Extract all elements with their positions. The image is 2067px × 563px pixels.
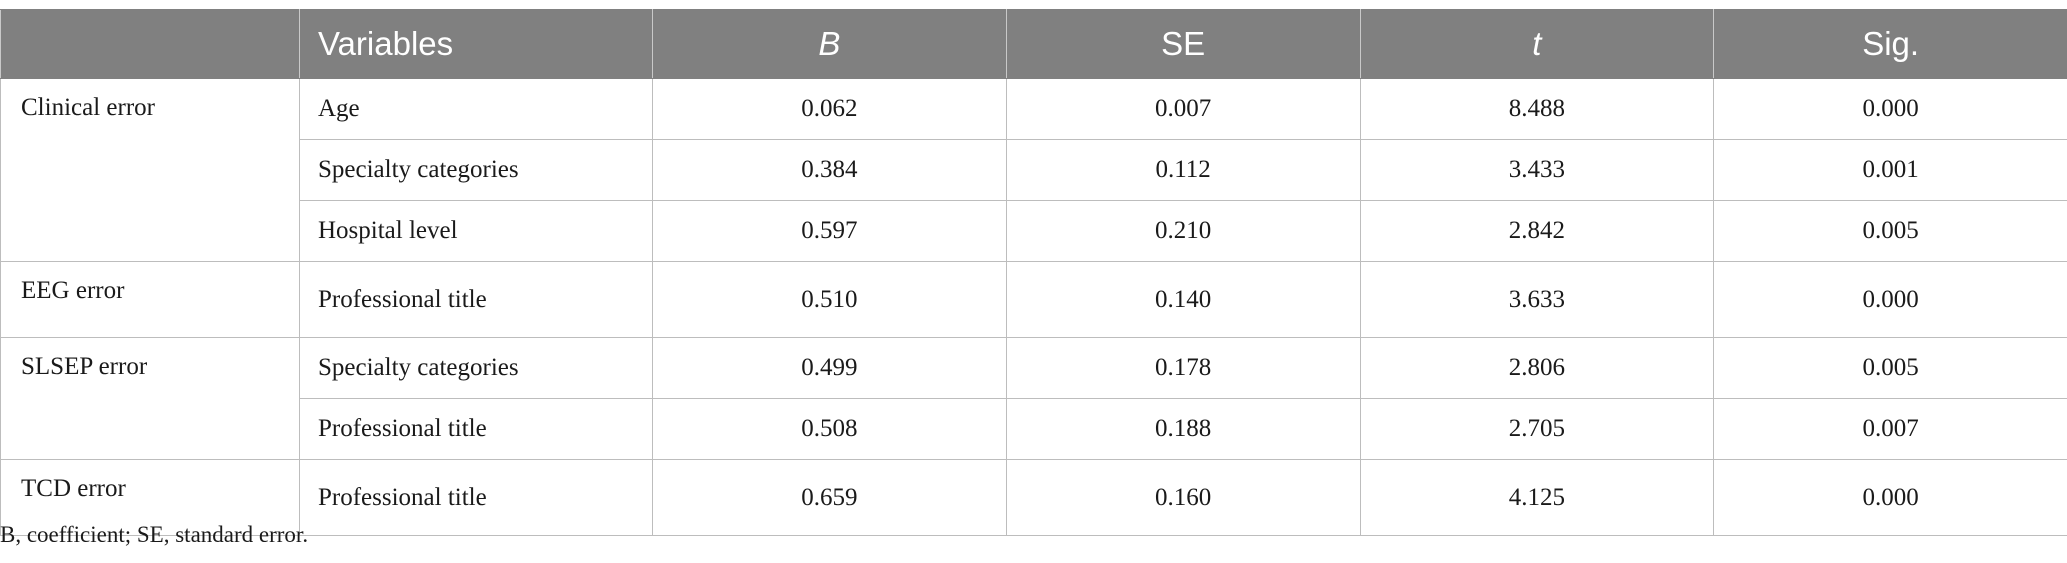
b-cell: 0.062 (652, 78, 1007, 140)
b-cell: 0.510 (652, 261, 1007, 338)
header-variables: Variables (299, 9, 653, 79)
sig-cell: 0.000 (1713, 459, 2067, 536)
table-row: Specialty categories 0.384 0.112 3.433 0… (1, 139, 2067, 201)
table-row: Professional title 0.508 0.188 2.705 0.0… (1, 398, 2067, 460)
sig-cell: 0.007 (1713, 398, 2067, 460)
t-cell: 2.842 (1359, 200, 1715, 262)
group-label: EEG error (0, 261, 300, 338)
t-cell: 3.433 (1359, 139, 1715, 201)
header-sig: Sig. (1713, 9, 2067, 79)
variable-cell: Specialty categories (299, 337, 653, 399)
se-cell: 0.210 (1005, 200, 1361, 262)
table-row: Clinical error Age 0.062 0.007 8.488 0.0… (0, 78, 2067, 262)
table-body: Clinical error Age 0.062 0.007 8.488 0.0… (0, 78, 2067, 536)
se-cell: 0.188 (1005, 398, 1361, 460)
t-cell: 4.125 (1359, 459, 1715, 536)
regression-table-container: Variables B SE t Sig. Clinical error Age… (0, 9, 2067, 536)
variable-cell: Professional title (299, 398, 653, 460)
se-cell: 0.112 (1005, 139, 1361, 201)
b-cell: 0.384 (652, 139, 1007, 201)
group-label: Clinical error (0, 78, 300, 262)
header-row: Variables B SE t Sig. (0, 9, 2067, 79)
b-cell: 0.508 (652, 398, 1007, 460)
b-cell: 0.659 (652, 459, 1007, 536)
se-cell: 0.140 (1005, 261, 1361, 338)
header-t: t (1359, 9, 1715, 79)
regression-table: Variables B SE t Sig. Clinical error Age… (0, 9, 2067, 536)
se-cell: 0.160 (1005, 459, 1361, 536)
table-row: Hospital level 0.597 0.210 2.842 0.005 (1, 200, 2067, 262)
sig-cell: 0.000 (1713, 78, 2067, 140)
header-group-cell (0, 9, 300, 79)
variable-cell: Specialty categories (299, 139, 653, 201)
variable-cell: Age (299, 78, 653, 140)
group-label: SLSEP error (0, 337, 300, 460)
se-cell: 0.007 (1005, 78, 1361, 140)
table-row: SLSEP error Specialty categories 0.499 0… (0, 337, 2067, 460)
group-label: TCD error (0, 459, 300, 536)
table-row: TCD error Professional title 0.659 0.160… (0, 459, 2067, 536)
se-cell: 0.178 (1005, 337, 1361, 399)
t-cell: 8.488 (1359, 78, 1715, 140)
t-cell: 2.705 (1359, 398, 1715, 460)
variable-cell: Hospital level (299, 200, 653, 262)
header-b: B (652, 9, 1007, 79)
sig-cell: 0.000 (1713, 261, 2067, 338)
sig-cell: 0.005 (1713, 337, 2067, 399)
variable-cell: Professional title (299, 261, 653, 338)
b-cell: 0.597 (652, 200, 1007, 262)
table-header: Variables B SE t Sig. (0, 9, 2067, 79)
header-se: SE (1005, 9, 1361, 79)
t-cell: 2.806 (1359, 337, 1715, 399)
t-cell: 3.633 (1359, 261, 1715, 338)
table-footnote: B, coefficient; SE, standard error. (0, 522, 309, 547)
sig-cell: 0.005 (1713, 200, 2067, 262)
b-cell: 0.499 (652, 337, 1007, 399)
variable-cell: Professional title (299, 459, 653, 536)
sig-cell: 0.001 (1713, 139, 2067, 201)
table-row: EEG error Professional title 0.510 0.140… (0, 261, 2067, 338)
